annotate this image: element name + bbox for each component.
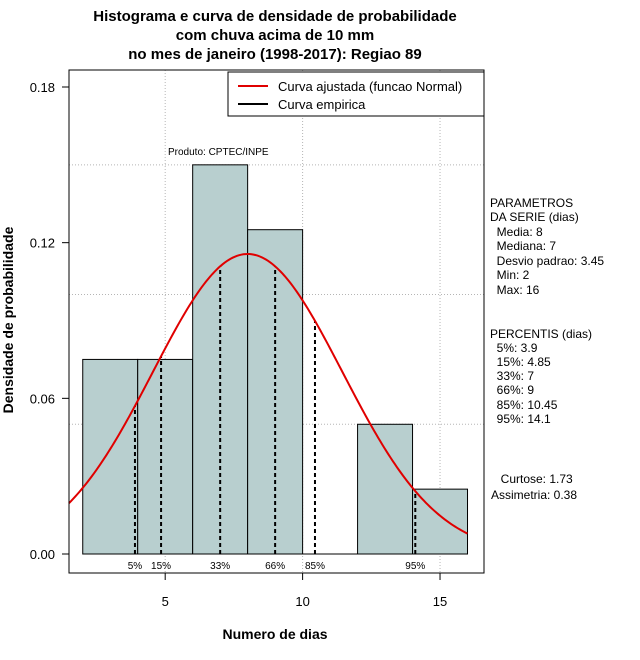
percentil-66: 66%: 9 <box>490 383 535 397</box>
percentile-label: 95% <box>405 561 425 572</box>
legend: Curva ajustada (funcao Normal) Curva emp… <box>227 71 485 117</box>
percentile-label: 15% <box>151 561 171 572</box>
chart-title: Histograma e curva de densidade de proba… <box>93 8 456 63</box>
percentil-15: 15%: 4.85 <box>490 355 551 369</box>
product-label: Produto: CPTEC/INPE <box>168 147 269 158</box>
param-max: Max: 16 <box>490 283 540 297</box>
percentil-85: 85%: 10.45 <box>490 398 558 412</box>
histogram-bar <box>357 423 414 555</box>
params-title-1: PARAMETROS <box>490 196 574 210</box>
y-axis-label: Densidade de probabilidade <box>0 226 16 413</box>
histogram-bar <box>137 358 194 555</box>
histogram-bar <box>412 488 469 555</box>
param-desvio: Desvio padrao: 3.45 <box>490 254 605 268</box>
legend-box <box>227 71 485 117</box>
axes: 5 10 15 0.00 0.06 0.12 0.18 <box>30 80 448 609</box>
param-assimetria: Assimetria: 0.38 <box>491 488 578 502</box>
param-mediana: Mediana: 7 <box>490 239 557 253</box>
legend-label-empirical: Curva empirica <box>278 97 366 112</box>
param-min: Min: 2 <box>490 268 530 282</box>
y-tick-label: 0.00 <box>30 547 55 562</box>
histogram-bars <box>82 164 469 555</box>
percentile-label: 33% <box>210 561 230 572</box>
percentile-lines: 5% 15% 33% 66% 85% 95% <box>128 266 425 572</box>
title-line-2: com chuva acima de 10 mm <box>176 27 374 44</box>
percentil-5: 5%: 3.9 <box>490 341 538 355</box>
plot-frame <box>68 69 485 574</box>
y-tick-label: 0.18 <box>30 80 55 95</box>
x-tick-label: 10 <box>295 594 309 609</box>
percentile-label: 5% <box>128 561 143 572</box>
params-title-2: DA SERIE (dias) <box>490 210 579 224</box>
percentil-33: 33%: 7 <box>490 369 535 383</box>
histogram-bar <box>82 358 139 555</box>
percentis-title: PERCENTIS (dias) <box>490 327 593 341</box>
percentil-95: 95%: 14.1 <box>490 412 551 426</box>
percentile-label: 85% <box>305 561 325 572</box>
legend-label-fitted: Curva ajustada (funcao Normal) <box>278 79 462 94</box>
param-media: Media: 8 <box>490 225 543 239</box>
title-line-3: no mes de janeiro (1998-2017): Regiao 89 <box>128 46 421 63</box>
normal-curve <box>68 252 468 535</box>
percentile-label: 66% <box>265 561 285 572</box>
y-tick-label: 0.12 <box>30 236 55 251</box>
x-tick-label: 15 <box>433 594 447 609</box>
param-curtose: Curtose: 1.73 <box>494 472 573 486</box>
normal-curve-group <box>68 252 468 535</box>
y-tick-label: 0.06 <box>30 391 55 406</box>
x-axis-label: Numero de dias <box>222 626 327 642</box>
title-line-1: Histograma e curva de densidade de proba… <box>93 8 456 25</box>
x-tick-label: 5 <box>162 594 169 609</box>
